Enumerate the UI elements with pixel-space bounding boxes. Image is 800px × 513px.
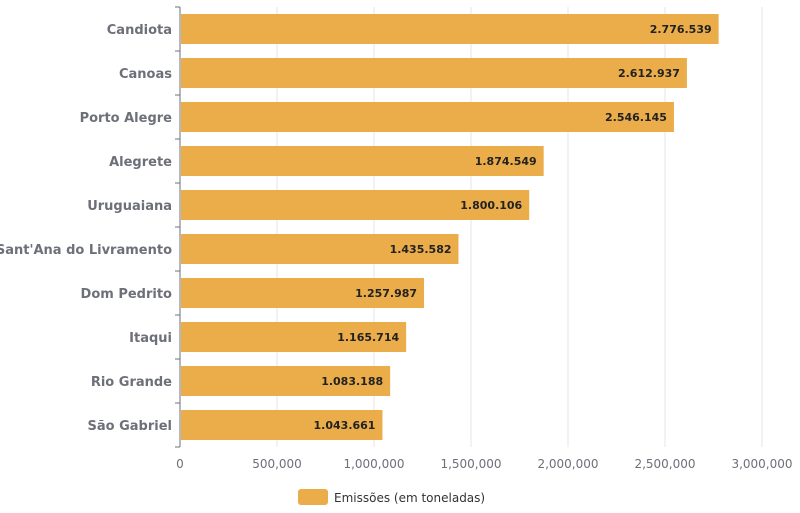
- category-label: Dom Pedrito: [81, 287, 173, 302]
- category-label: Uruguaiana: [87, 199, 172, 214]
- data-label: 2.612.937: [618, 67, 680, 80]
- bar: [181, 278, 425, 308]
- category-label: Sant'Ana do Livramento: [0, 243, 172, 258]
- category-label: Candiota: [107, 23, 172, 38]
- data-label: 2.776.539: [650, 23, 712, 36]
- data-label: 1.874.549: [475, 155, 537, 168]
- bar: [181, 366, 391, 396]
- x-tick-label: 1,000,000: [343, 457, 404, 471]
- data-label: 1.800.106: [460, 199, 522, 212]
- x-tick-label: 2,500,000: [634, 457, 695, 471]
- legend-swatch: [298, 489, 328, 505]
- legend-label: Emissões (em toneladas): [334, 491, 485, 505]
- category-label: Itaqui: [129, 331, 172, 346]
- data-label: 1.165.714: [337, 331, 399, 344]
- category-label: Rio Grande: [91, 375, 172, 390]
- x-tick-label: 1,500,000: [440, 457, 501, 471]
- data-label: 1.257.987: [355, 287, 417, 300]
- data-label: 1.083.188: [321, 375, 383, 388]
- x-tick-label: 3,000,000: [731, 457, 792, 471]
- x-tick-label: 2,000,000: [537, 457, 598, 471]
- x-tick-label: 0: [176, 457, 184, 471]
- bar: [181, 234, 459, 264]
- data-label: 1.435.582: [390, 243, 452, 256]
- bar: [181, 190, 530, 220]
- bar: [181, 322, 407, 352]
- category-label: Porto Alegre: [80, 111, 173, 126]
- bar: [181, 14, 719, 44]
- data-label: 2.546.145: [605, 111, 667, 124]
- x-tick-label: 500,000: [252, 457, 302, 471]
- bar: [181, 410, 383, 440]
- category-label: Canoas: [119, 67, 172, 82]
- data-label: 1.043.661: [314, 419, 376, 432]
- category-label: Alegrete: [109, 155, 172, 170]
- category-label: São Gabriel: [88, 419, 172, 434]
- bar: [181, 58, 687, 88]
- bar: [181, 102, 674, 132]
- bar: [181, 146, 544, 176]
